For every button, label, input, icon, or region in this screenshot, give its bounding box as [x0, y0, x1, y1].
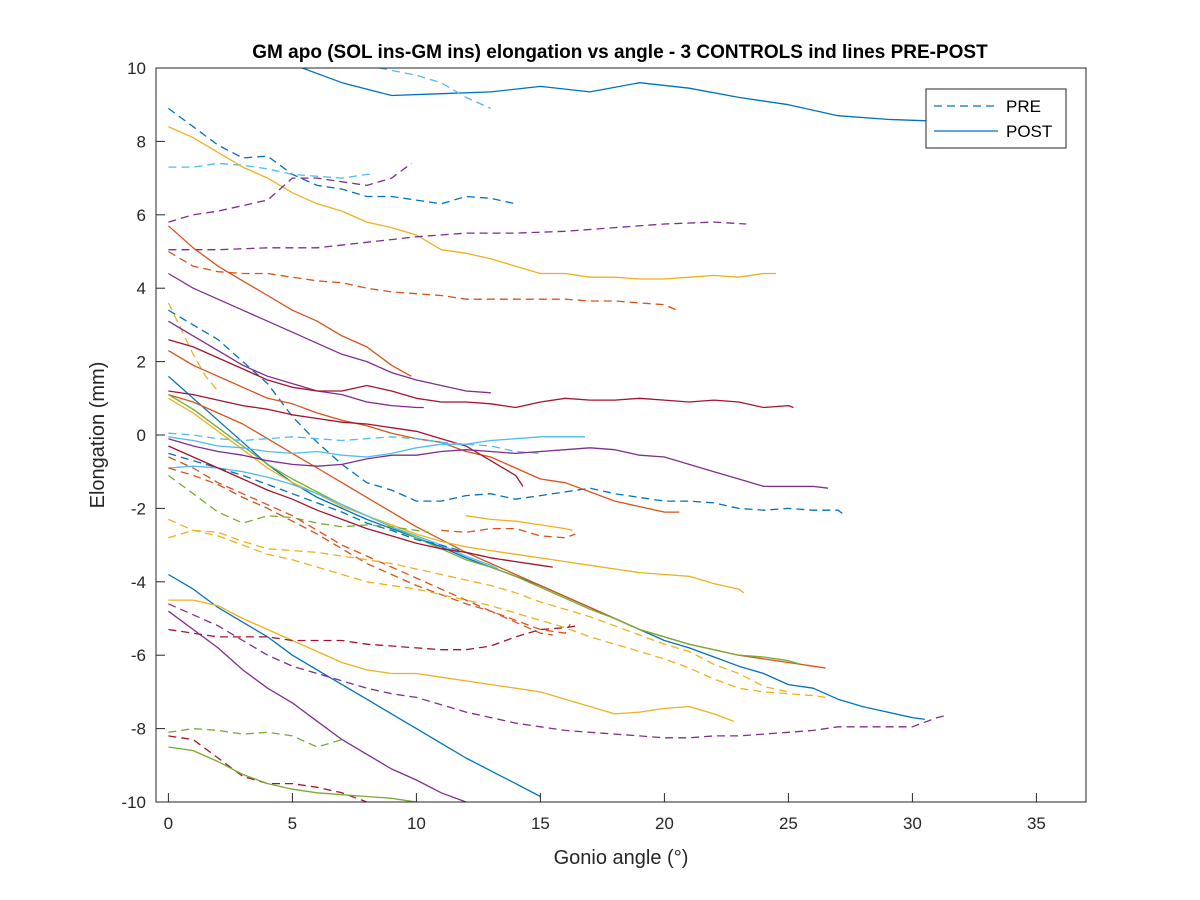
post-series-line-22 [168, 438, 829, 489]
pre-series-line-6 [168, 221, 747, 251]
legend-box [925, 88, 1067, 149]
pre-series-line-24 [168, 452, 516, 563]
pre-series-line-10 [167, 302, 219, 392]
post-series-line-32 [465, 515, 573, 532]
x-tick-label: 15 [531, 814, 550, 833]
post-series-line-12 [168, 320, 424, 409]
pre-series-line-36 [168, 603, 945, 739]
y-tick-label: 0 [137, 426, 146, 445]
y-tick-label: -8 [131, 720, 146, 739]
pre-series-line-26 [168, 474, 429, 533]
post-series-line-13 [168, 338, 794, 409]
legend-pre-label: PRE [1006, 97, 1041, 116]
post-series-line-19 [168, 397, 745, 594]
x-axis: 0 5 10 15 20 25 30 35 [164, 793, 1046, 833]
chart-title: GM apo (SOL ins-GM ins) elongation vs an… [252, 42, 988, 63]
y-tick-label: 2 [137, 353, 146, 372]
post-series-line-21 [168, 436, 585, 458]
x-tick-label: 35 [1027, 814, 1046, 833]
pre-series-line-7 [168, 250, 678, 311]
series-layer [167, 68, 963, 802]
post-series-line-1 [302, 68, 963, 122]
y-tick-label: 10 [127, 59, 146, 78]
y-tick-label: 8 [137, 132, 146, 151]
y-axis: -10 -8 -6 -4 -2 0 2 4 6 8 10 [121, 59, 165, 812]
post-series-line-4 [168, 126, 776, 280]
post-series-line-34 [168, 599, 735, 722]
post-series-line-16 [168, 390, 524, 487]
pre-series-line-38 [168, 727, 343, 748]
legend-post-label: POST [1006, 122, 1052, 141]
post-series-line-23 [168, 465, 499, 570]
pre-series-line-31 [168, 529, 789, 693]
y-tick-label: -10 [121, 793, 146, 812]
post-series-line-25 [168, 445, 553, 568]
x-tick-label: 5 [288, 814, 297, 833]
pre-series-line-20 [168, 432, 541, 455]
post-series-line-33 [168, 573, 541, 798]
x-tick-label: 0 [164, 814, 173, 833]
x-tick-label: 20 [655, 814, 674, 833]
x-tick-label: 30 [903, 814, 922, 833]
y-axis-label: Elongation (mm) [87, 362, 109, 509]
post-series-line-9 [168, 272, 491, 394]
x-tick-label: 10 [407, 814, 426, 833]
pre-series-line-30 [168, 518, 826, 699]
pre-series-line-28 [168, 467, 553, 636]
post-series-line-18 [168, 394, 801, 666]
pre-series-line-11 [168, 309, 846, 517]
y-tick-label: -6 [131, 646, 146, 665]
pre-series-line-35 [168, 625, 578, 651]
pre-series-line-5 [168, 162, 412, 223]
post-series-line-8 [167, 225, 412, 377]
y-tick-label: -2 [131, 499, 146, 518]
post-series-line-37 [168, 610, 467, 802]
y-tick-label: 6 [137, 206, 146, 225]
legend: PRE POST [925, 88, 1067, 149]
pre-series-line-0 [168, 107, 516, 205]
post-series-line-40 [168, 746, 417, 802]
y-tick-label: 4 [137, 279, 146, 298]
x-tick-label: 25 [779, 814, 798, 833]
pre-series-line-3 [168, 162, 375, 179]
y-tick-label: -4 [131, 573, 146, 592]
x-axis-label: Gonio angle (°) [554, 847, 689, 869]
